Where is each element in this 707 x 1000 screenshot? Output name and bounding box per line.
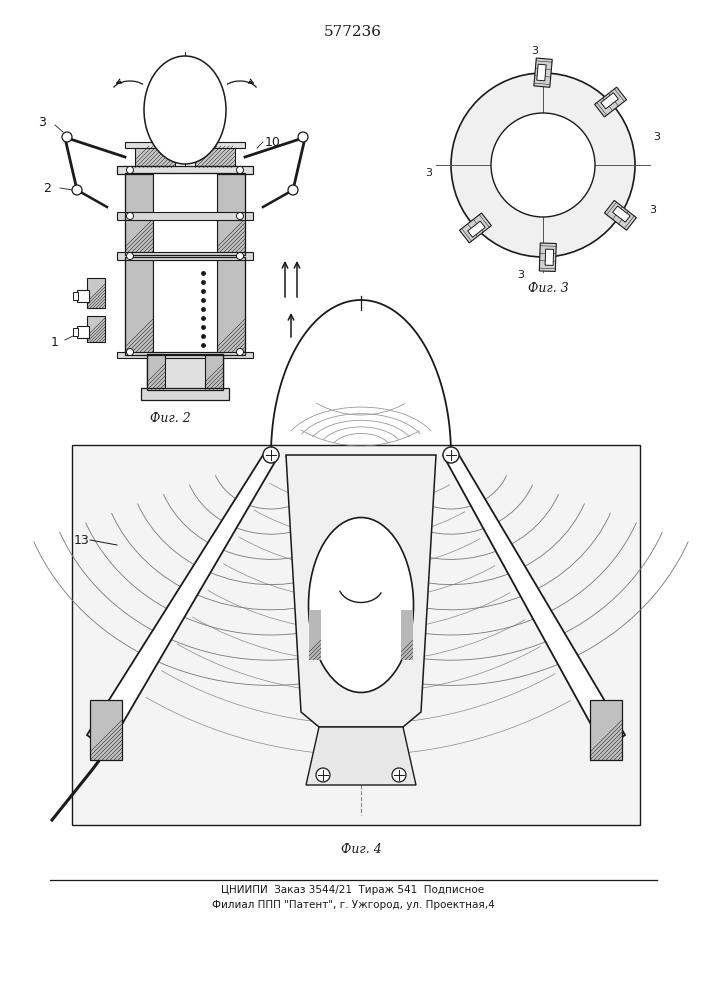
Bar [147, 354, 223, 390]
Bar [309, 610, 321, 660]
Text: 3: 3 [426, 168, 433, 178]
Bar [147, 354, 223, 390]
Circle shape [392, 768, 406, 782]
Circle shape [127, 349, 134, 356]
Circle shape [443, 447, 459, 463]
Text: Фиг. 2: Фиг. 2 [150, 412, 190, 425]
Bar [77, 290, 89, 302]
Text: 10: 10 [265, 135, 281, 148]
Text: 3: 3 [650, 205, 657, 215]
Bar [217, 257, 245, 355]
Polygon shape [467, 221, 485, 237]
Polygon shape [534, 58, 552, 87]
Circle shape [62, 132, 72, 142]
Polygon shape [443, 455, 625, 750]
Bar [72, 445, 640, 825]
Circle shape [127, 213, 134, 220]
Circle shape [237, 349, 243, 356]
Ellipse shape [144, 56, 226, 164]
Bar [125, 257, 153, 355]
Bar [125, 166, 245, 172]
Polygon shape [595, 87, 626, 117]
Text: 3: 3 [518, 270, 525, 280]
Polygon shape [306, 727, 416, 785]
Bar [590, 700, 622, 760]
Bar [125, 173, 245, 255]
Text: 13: 13 [74, 534, 90, 546]
Circle shape [72, 185, 82, 195]
Bar [87, 278, 105, 308]
Bar [117, 166, 253, 174]
Bar [117, 352, 253, 358]
Polygon shape [537, 64, 546, 81]
Text: 3: 3 [532, 46, 539, 56]
Polygon shape [545, 249, 554, 265]
Text: 3: 3 [38, 115, 46, 128]
Bar [147, 354, 165, 390]
Polygon shape [604, 200, 636, 230]
Bar [195, 146, 235, 168]
Text: Филиал ППП "Патент", г. Ужгород, ул. Проектная,4: Филиал ППП "Патент", г. Ужгород, ул. Про… [211, 900, 494, 910]
Circle shape [298, 132, 308, 142]
Bar [125, 142, 245, 148]
Circle shape [288, 185, 298, 195]
Circle shape [127, 252, 134, 259]
Circle shape [451, 73, 635, 257]
Bar [401, 610, 413, 660]
Text: 1: 1 [51, 336, 59, 349]
Bar [125, 257, 245, 355]
Polygon shape [613, 206, 630, 222]
Circle shape [237, 213, 243, 220]
Bar [125, 173, 153, 255]
Bar [141, 388, 229, 400]
Bar [217, 173, 245, 255]
Bar [117, 252, 253, 260]
Text: 577236: 577236 [324, 25, 382, 39]
Polygon shape [286, 455, 436, 727]
Polygon shape [460, 213, 491, 243]
Circle shape [263, 447, 279, 463]
Bar [135, 146, 175, 168]
Bar [77, 326, 89, 338]
Polygon shape [601, 93, 619, 109]
Bar [153, 260, 217, 352]
Bar [90, 700, 122, 760]
Circle shape [127, 166, 134, 174]
Circle shape [237, 252, 243, 259]
Circle shape [491, 113, 595, 217]
Bar [153, 173, 217, 255]
Circle shape [316, 768, 330, 782]
Text: ЦНИИПИ  Заказ 3544/21  Тираж 541  Подписное: ЦНИИПИ Заказ 3544/21 Тираж 541 Подписное [221, 885, 484, 895]
Bar [73, 292, 78, 300]
Polygon shape [539, 243, 556, 271]
Bar [87, 316, 105, 342]
Text: Фиг. 3: Фиг. 3 [527, 282, 568, 295]
Bar [73, 328, 78, 336]
Text: Фиг. 4: Фиг. 4 [341, 843, 381, 856]
Text: 3: 3 [653, 132, 660, 142]
Circle shape [237, 166, 243, 174]
Bar [205, 354, 223, 390]
Text: 2: 2 [43, 182, 51, 194]
Ellipse shape [308, 518, 414, 692]
Polygon shape [87, 455, 279, 750]
Bar [117, 212, 253, 220]
